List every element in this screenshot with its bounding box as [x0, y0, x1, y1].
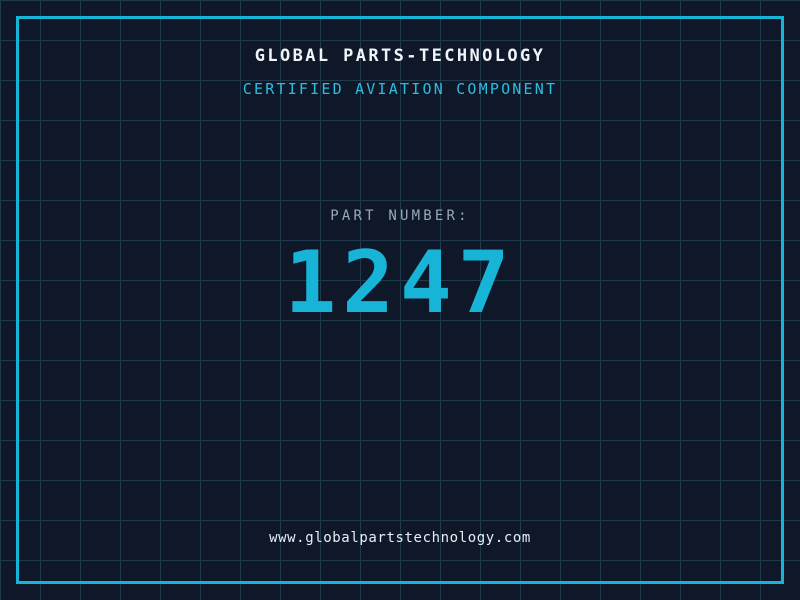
website-url: www.globalpartstechnology.com [269, 530, 531, 546]
part-number-value: 1247 [284, 233, 516, 333]
part-number-label: PART NUMBER: [330, 208, 470, 224]
company-title: GLOBAL PARTS-TECHNOLOGY [254, 46, 546, 66]
certification-subtitle: CERTIFIED AVIATION COMPONENT [242, 80, 558, 98]
